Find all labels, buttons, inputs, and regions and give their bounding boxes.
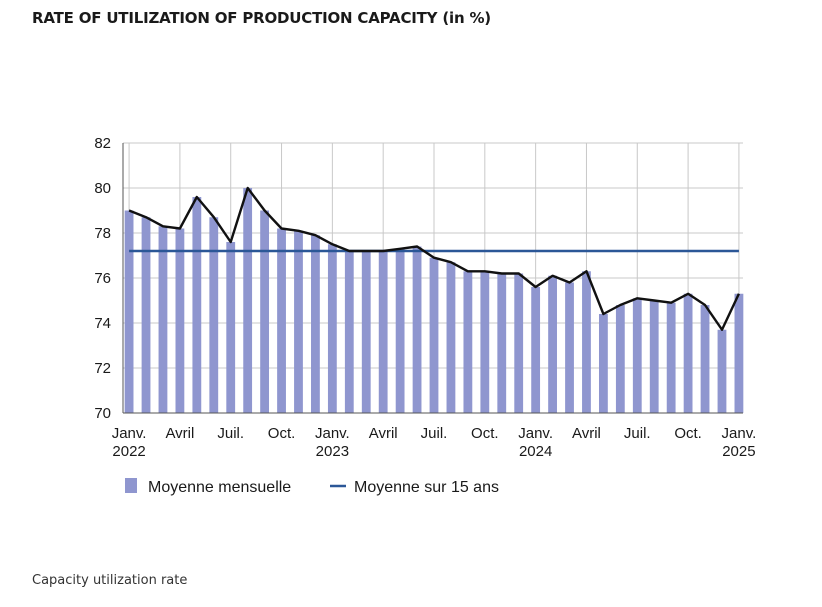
bar-30 <box>632 298 642 413</box>
x-tick-year-12: 2025 <box>722 443 755 460</box>
legend: Moyenne mensuelle Moyenne sur 15 ans <box>125 478 499 496</box>
x-tick-label-12: Janv. <box>722 425 757 442</box>
bar-1 <box>141 217 151 413</box>
bar-22 <box>497 273 507 413</box>
monthly-line <box>128 186 740 331</box>
bar-26 <box>565 282 574 413</box>
bar-6 <box>226 242 236 413</box>
bar-13 <box>344 251 354 413</box>
bars <box>124 188 744 413</box>
caption: Capacity utilization rate <box>32 573 188 588</box>
bar-14 <box>361 251 371 413</box>
x-tick-label-5: Avril <box>369 425 398 442</box>
bar-17 <box>412 246 422 413</box>
x-tick-label-3: Oct. <box>268 425 296 442</box>
x-tick-label-4: Janv. <box>315 425 350 442</box>
bar-33 <box>683 293 693 413</box>
bar-36 <box>734 293 744 413</box>
x-tick-label-2: Juil. <box>217 425 244 442</box>
bar-3 <box>175 228 185 413</box>
bar-21 <box>480 271 490 413</box>
bar-0 <box>124 210 134 413</box>
y-tick-label-4: 78 <box>94 225 111 242</box>
x-tick-label-11: Oct. <box>674 425 702 442</box>
x-tick-label-7: Oct. <box>471 425 499 442</box>
bar-11 <box>311 235 320 413</box>
y-tick-label-0: 70 <box>94 405 111 422</box>
x-tick-label-8: Janv. <box>518 425 553 442</box>
y-tick-label-5: 80 <box>94 180 111 197</box>
y-tick-label-3: 76 <box>94 270 111 287</box>
bar-31 <box>649 300 659 413</box>
bar-4 <box>192 197 202 413</box>
x-tick-year-4: 2023 <box>316 443 349 460</box>
x-tick-year-0: 2022 <box>112 443 145 460</box>
bar-7 <box>243 188 253 413</box>
bar-9 <box>277 228 286 413</box>
x-tick-label-0: Janv. <box>112 425 147 442</box>
legend-label-average: Moyenne sur 15 ans <box>354 479 499 496</box>
bar-20 <box>463 271 473 413</box>
bar-16 <box>395 248 405 413</box>
y-tick-label-2: 74 <box>94 315 111 332</box>
bar-5 <box>209 217 219 413</box>
bar-29 <box>615 305 625 413</box>
bar-8 <box>260 210 270 413</box>
bar-2 <box>158 226 168 413</box>
x-tick-label-1: Avril <box>165 425 194 442</box>
legend-swatch-monthly <box>125 478 137 493</box>
bar-10 <box>294 230 303 413</box>
bar-15 <box>378 251 388 413</box>
y-tick-label-6: 82 <box>94 135 111 152</box>
monthly-line-layer <box>128 186 740 331</box>
bar-34 <box>700 305 710 413</box>
x-tick-label-6: Juil. <box>421 425 448 442</box>
bar-24 <box>531 287 541 413</box>
bar-12 <box>327 244 337 413</box>
bar-19 <box>446 262 456 413</box>
x-tick-label-9: Avril <box>572 425 601 442</box>
bar-27 <box>582 271 591 413</box>
legend-label-monthly: Moyenne mensuelle <box>148 479 291 496</box>
x-tick-year-8: 2024 <box>519 443 552 460</box>
x-tick-label-10: Juil. <box>624 425 651 442</box>
page-title: RATE OF UTILIZATION OF PRODUCTION CAPACI… <box>32 9 491 27</box>
bar-18 <box>429 257 439 413</box>
bar-23 <box>514 273 524 413</box>
bar-32 <box>666 302 676 413</box>
bar-35 <box>717 329 727 413</box>
y-tick-label-1: 72 <box>94 360 111 377</box>
bar-28 <box>598 314 608 413</box>
bar-25 <box>548 275 557 413</box>
